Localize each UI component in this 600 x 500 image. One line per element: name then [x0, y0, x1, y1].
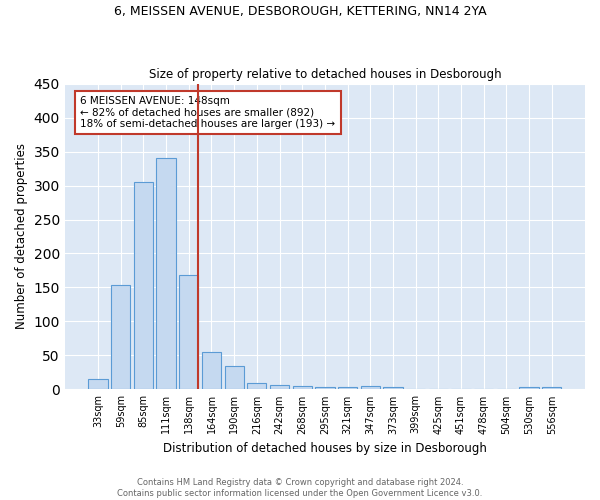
Text: 6 MEISSEN AVENUE: 148sqm
← 82% of detached houses are smaller (892)
18% of semi-: 6 MEISSEN AVENUE: 148sqm ← 82% of detach… — [80, 96, 335, 129]
Bar — [202, 352, 221, 390]
Bar — [111, 286, 130, 390]
Text: Contains HM Land Registry data © Crown copyright and database right 2024.
Contai: Contains HM Land Registry data © Crown c… — [118, 478, 482, 498]
Bar — [293, 386, 312, 390]
Bar — [179, 275, 199, 390]
Bar — [270, 384, 289, 390]
Bar — [520, 386, 539, 390]
Bar — [542, 388, 562, 390]
Bar — [247, 384, 266, 390]
Bar — [361, 386, 380, 390]
Title: Size of property relative to detached houses in Desborough: Size of property relative to detached ho… — [149, 68, 501, 81]
X-axis label: Distribution of detached houses by size in Desborough: Distribution of detached houses by size … — [163, 442, 487, 455]
Bar — [338, 386, 357, 390]
Bar — [315, 388, 335, 390]
Text: 6, MEISSEN AVENUE, DESBOROUGH, KETTERING, NN14 2YA: 6, MEISSEN AVENUE, DESBOROUGH, KETTERING… — [113, 5, 487, 18]
Bar — [224, 366, 244, 390]
Bar — [157, 158, 176, 390]
Bar — [383, 388, 403, 390]
Bar — [134, 182, 153, 390]
Y-axis label: Number of detached properties: Number of detached properties — [15, 144, 28, 330]
Bar — [88, 379, 108, 390]
